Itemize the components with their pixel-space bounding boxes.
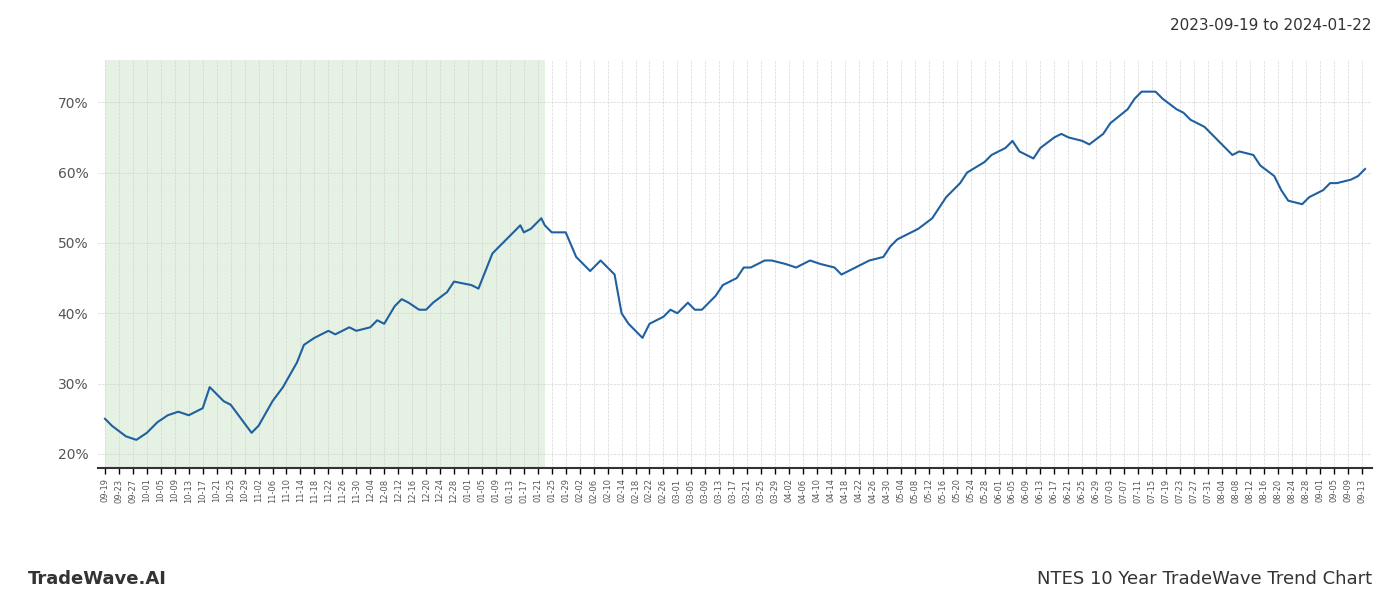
Text: NTES 10 Year TradeWave Trend Chart: NTES 10 Year TradeWave Trend Chart xyxy=(1037,570,1372,588)
Bar xyxy=(105,60,545,468)
Text: 2023-09-19 to 2024-01-22: 2023-09-19 to 2024-01-22 xyxy=(1170,18,1372,33)
Text: TradeWave.AI: TradeWave.AI xyxy=(28,570,167,588)
